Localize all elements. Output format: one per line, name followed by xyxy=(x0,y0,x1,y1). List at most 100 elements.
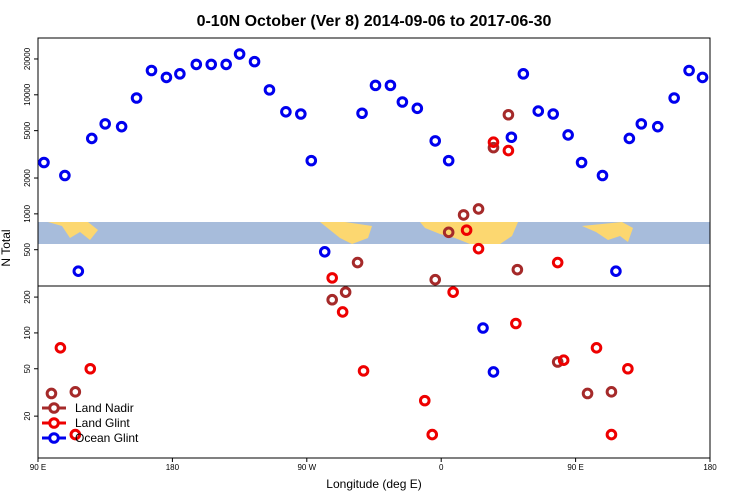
data-point xyxy=(418,394,431,407)
data-point xyxy=(581,387,594,400)
data-point xyxy=(623,132,636,145)
y-tick-label: 200 xyxy=(23,290,32,304)
data-point xyxy=(220,58,232,71)
data-point xyxy=(115,120,128,133)
y-tick-label: 5000 xyxy=(23,121,32,139)
data-point xyxy=(356,107,368,120)
data-point xyxy=(502,144,515,157)
data-point xyxy=(351,256,364,269)
data-point xyxy=(59,169,71,182)
data-point xyxy=(442,154,455,167)
data-point xyxy=(605,428,618,441)
legend-label: Land Glint xyxy=(75,416,130,430)
data-point xyxy=(517,68,530,80)
data-point xyxy=(596,169,609,182)
data-point xyxy=(610,265,622,277)
data-point xyxy=(547,108,560,120)
data-point xyxy=(69,428,82,441)
x-tick-label: 180 xyxy=(703,463,717,472)
y-tick-label: 1000 xyxy=(23,204,32,222)
y-tick-label: 2000 xyxy=(23,169,32,187)
data-point xyxy=(487,136,500,148)
data-point xyxy=(551,256,564,269)
data-point xyxy=(590,341,603,354)
data-point xyxy=(510,317,522,330)
data-point xyxy=(487,141,500,154)
data-point xyxy=(562,129,574,141)
data-point xyxy=(160,71,173,84)
data-point xyxy=(651,120,664,133)
data-point xyxy=(326,293,338,306)
data-point xyxy=(357,365,370,377)
data-point xyxy=(511,263,524,276)
legend-marker xyxy=(48,432,60,444)
data-point xyxy=(174,68,186,80)
legend-marker xyxy=(48,402,60,414)
data-point xyxy=(280,105,292,118)
data-point xyxy=(447,286,459,298)
data-point xyxy=(263,84,276,96)
data-point xyxy=(72,265,85,277)
y-tick-label: 100 xyxy=(23,326,32,340)
legend-marker xyxy=(48,417,60,429)
y-axis-label: N Total xyxy=(0,229,13,266)
data-point xyxy=(190,58,203,71)
x-tick-label: 90 W xyxy=(297,463,316,472)
data-point xyxy=(326,272,338,284)
data-point xyxy=(130,92,143,104)
data-point xyxy=(305,154,318,167)
data-point xyxy=(460,224,473,236)
data-point xyxy=(457,209,470,221)
data-point xyxy=(396,96,409,108)
data-point xyxy=(683,64,695,77)
data-point xyxy=(45,387,58,400)
data-point xyxy=(339,286,352,298)
data-point xyxy=(551,356,564,368)
data-point xyxy=(477,322,489,334)
data-point xyxy=(442,226,455,239)
data-point xyxy=(532,105,545,117)
data-point xyxy=(472,242,485,255)
data-point xyxy=(502,108,515,121)
data-point xyxy=(84,362,97,375)
data-point xyxy=(557,354,570,366)
data-point xyxy=(336,306,349,318)
data-point xyxy=(295,108,307,120)
legend-label: Ocean Glint xyxy=(75,431,139,445)
data-point xyxy=(487,366,500,378)
x-tick-label: 90 E xyxy=(567,463,583,472)
data-point xyxy=(205,58,218,71)
data-point xyxy=(575,156,588,169)
x-tick-label: 90 E xyxy=(30,463,46,472)
chart-title: 0-10N October (Ver 8) 2014-09-06 to 2017… xyxy=(197,13,552,30)
x-tick-label: 0 xyxy=(439,463,444,472)
y-tick-label: 10000 xyxy=(23,83,32,106)
data-point xyxy=(668,92,680,104)
data-point xyxy=(384,79,397,92)
data-point xyxy=(411,102,424,115)
y-tick-label: 50 xyxy=(23,364,32,373)
data-point xyxy=(369,79,382,92)
legend-label: Land Nadir xyxy=(75,401,134,415)
data-point xyxy=(429,273,442,286)
data-point xyxy=(635,118,648,130)
data-point xyxy=(429,135,442,147)
plot-frame xyxy=(37,37,711,459)
data-point xyxy=(472,203,485,215)
data-point xyxy=(69,386,82,398)
x-axis-label: Longitude (deg E) xyxy=(326,477,421,491)
data-point xyxy=(38,156,50,169)
data-point xyxy=(85,132,98,145)
data-point xyxy=(605,386,618,398)
data-point xyxy=(145,64,158,77)
y-tick-label: 20 xyxy=(23,411,32,420)
y-tick-label: 20000 xyxy=(23,47,32,70)
data-point xyxy=(622,362,634,375)
data-point xyxy=(318,246,331,258)
data-point xyxy=(505,131,518,144)
y-tick-label: 500 xyxy=(23,242,32,256)
data-point xyxy=(99,118,111,130)
map-strip xyxy=(38,222,710,244)
data-point xyxy=(233,48,246,60)
